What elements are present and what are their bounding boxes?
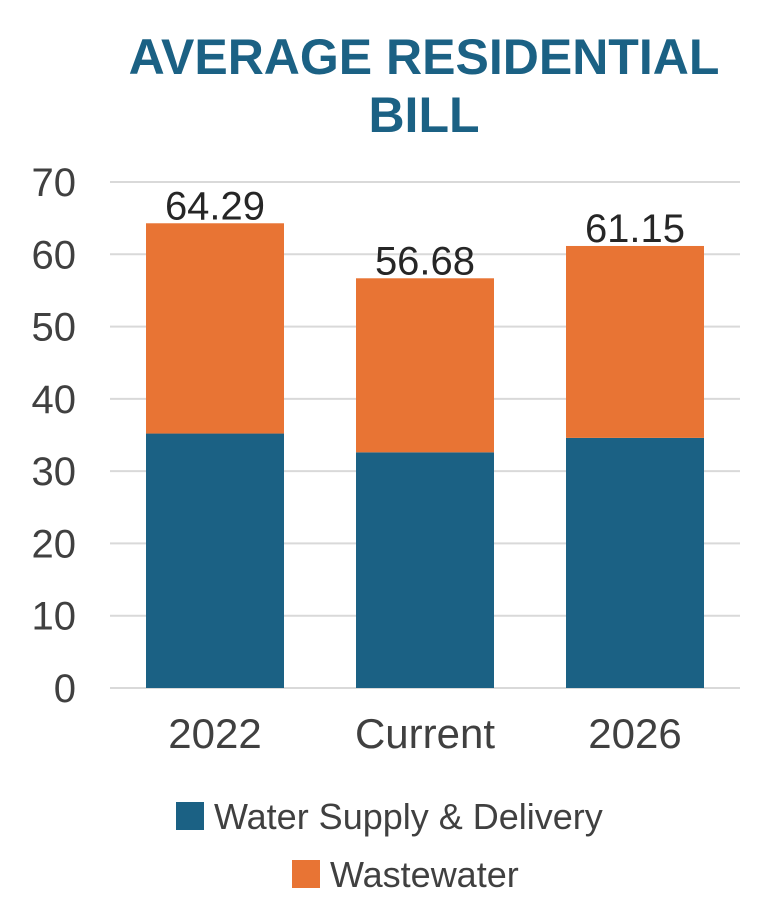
bar-water-supply-2022 xyxy=(146,433,284,688)
legend-label: Wastewater xyxy=(330,854,519,895)
bar-total-label: 61.15 xyxy=(585,207,685,251)
y-tick-label: 10 xyxy=(32,595,77,639)
bar-wastewater-2022 xyxy=(146,223,284,434)
legend-label: Water Supply & Delivery xyxy=(214,796,603,837)
x-category-label: 2022 xyxy=(168,710,261,757)
bars xyxy=(146,223,704,688)
y-tick-label: 40 xyxy=(32,378,77,422)
bar-total-label: 64.29 xyxy=(165,184,265,228)
y-tick-label: 70 xyxy=(32,161,77,205)
y-tick-label: 30 xyxy=(32,450,77,494)
chart-title: AVERAGE RESIDENTIAL BILL xyxy=(129,29,720,143)
y-tick-label: 60 xyxy=(32,233,77,277)
chart-title-line-2: BILL xyxy=(368,87,479,143)
bar-wastewater-current xyxy=(356,278,494,453)
legend-swatch xyxy=(292,860,320,888)
bar-total-label: 56.68 xyxy=(375,239,475,283)
x-category-label: 2026 xyxy=(588,710,681,757)
x-category-label: Current xyxy=(355,710,495,757)
y-axis-tick-labels: 0 10 20 30 40 50 60 70 xyxy=(32,161,77,711)
chart-title-line-1: AVERAGE RESIDENTIAL xyxy=(129,29,720,85)
bar-water-supply-2026 xyxy=(566,437,704,688)
y-tick-label: 50 xyxy=(32,306,77,350)
y-tick-label: 0 xyxy=(54,667,76,711)
bar-total-labels: 64.29 56.68 61.15 xyxy=(165,184,685,283)
bar-wastewater-2026 xyxy=(566,245,704,438)
legend-swatch xyxy=(176,802,204,830)
x-axis-category-labels: 2022 Current 2026 xyxy=(168,710,681,757)
y-tick-label: 20 xyxy=(32,522,77,566)
legend: Water Supply & Delivery Wastewater xyxy=(176,796,603,895)
bar-water-supply-current xyxy=(356,452,494,688)
